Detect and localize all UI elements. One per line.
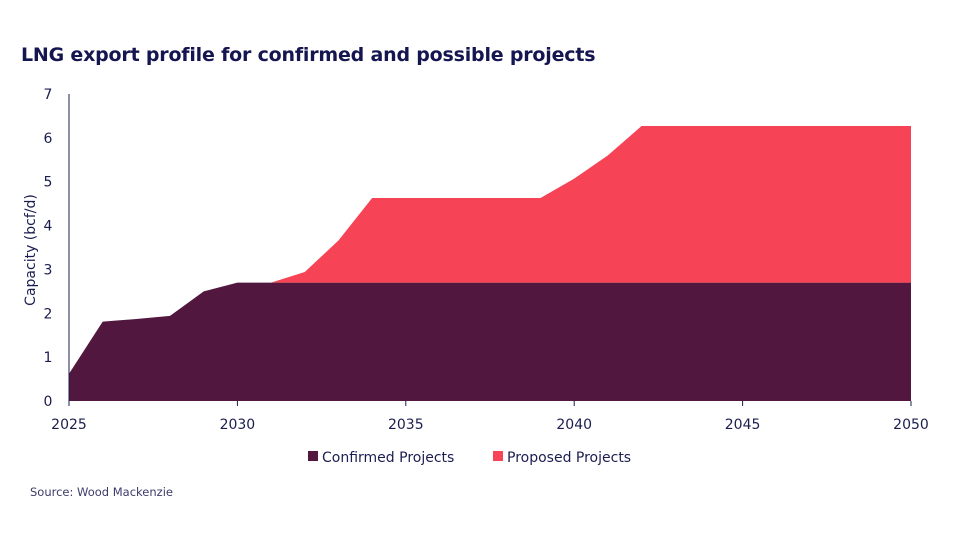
y-tick-label: 1	[44, 350, 53, 366]
legend-label: Proposed Projects	[507, 450, 631, 466]
y-tick-label: 6	[44, 131, 53, 147]
legend: Confirmed Projects Proposed Projects	[308, 450, 631, 466]
x-tick-label: 2050	[893, 417, 929, 433]
y-tick-label: 3	[44, 262, 53, 278]
legend-swatch	[308, 451, 318, 461]
y-axis-label: Capacity (bcf/d)	[23, 194, 39, 306]
x-tick-label: 2045	[725, 417, 761, 433]
x-tick-label: 2035	[388, 417, 424, 433]
chart-title: LNG export profile for confirmed and pos…	[21, 44, 596, 66]
legend-label: Confirmed Projects	[322, 450, 454, 466]
legend-swatch	[493, 451, 503, 461]
x-axis: 2025 2030 2035 2040 2045 2050	[51, 401, 929, 433]
y-tick-label: 5	[44, 175, 53, 191]
x-tick-label: 2025	[51, 417, 87, 433]
y-tick-label: 0	[44, 394, 53, 410]
y-tick-label: 7	[44, 87, 53, 103]
y-tick-label: 2	[44, 306, 53, 322]
source-note: Source: Wood Mackenzie	[30, 485, 173, 499]
area-proposed-projects	[69, 126, 911, 374]
y-axis: 0 1 2 3 4 5 6 7	[44, 87, 53, 410]
x-tick-label: 2040	[556, 417, 592, 433]
area-confirmed-projects	[69, 282, 911, 401]
areas	[69, 126, 911, 401]
y-tick-label: 4	[44, 219, 53, 235]
x-tick-label: 2030	[220, 417, 256, 433]
